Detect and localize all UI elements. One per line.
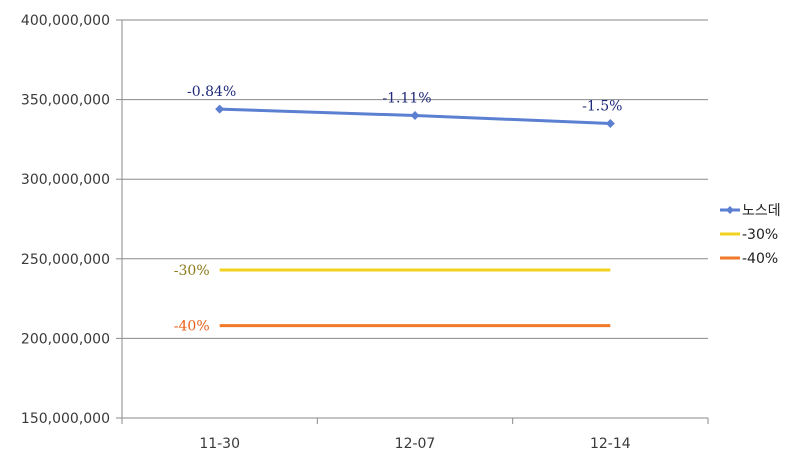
legend-label: -30% <box>742 227 778 243</box>
legend-marker <box>726 206 734 214</box>
series-lines <box>215 104 615 328</box>
gridlines <box>122 19 708 419</box>
data-point-marker <box>215 104 225 114</box>
data-labels: -0.84% -1.11% -1.5% -30% -40% <box>174 84 623 335</box>
legend-label: 노스데 <box>742 203 781 219</box>
y-tick-label: 250,000,000 <box>21 252 110 268</box>
legend-label: -40% <box>742 251 778 267</box>
data-label: -1.5% <box>582 98 622 114</box>
x-tick-label: 11-30 <box>199 436 240 452</box>
x-tick-label: 12-14 <box>590 436 631 452</box>
x-tick-label: 12-07 <box>395 436 436 452</box>
y-tick-label: 150,000,000 <box>21 411 110 427</box>
y-tick-label: 200,000,000 <box>21 331 110 347</box>
data-label: -30% <box>174 263 210 279</box>
data-label: -0.84% <box>187 84 236 100</box>
data-label: -40% <box>174 319 210 335</box>
axes: 150,000,000 200,000,000 250,000,000 300,000… <box>21 13 709 452</box>
data-label: -1.11% <box>382 91 431 107</box>
y-tick-label: 350,000,000 <box>21 93 110 109</box>
legend: 노스데 -30% -40% <box>720 203 781 267</box>
y-tick-label: 400,000,000 <box>21 13 110 29</box>
y-tick-label: 300,000,000 <box>21 172 110 188</box>
data-point-marker <box>605 118 615 128</box>
data-point-marker <box>410 111 420 121</box>
